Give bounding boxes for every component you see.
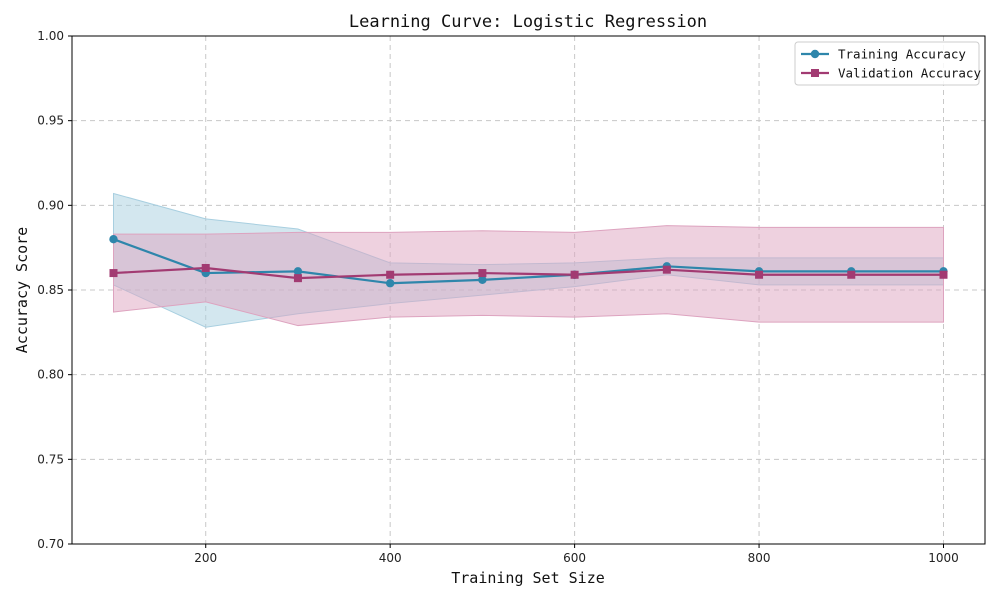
axis-ticks: 200 400 600 800 1000 0.70 0.75 0.80 0.85 0.90 0.95… (37, 29, 958, 565)
y-tick-label: 0.70 (37, 537, 64, 551)
validation-accuracy-line (113, 266, 944, 280)
x-tick-label: 200 (194, 551, 217, 565)
validation-accuracy-point (570, 270, 579, 279)
training-accuracy-point (385, 279, 395, 288)
validation-accuracy-point (939, 270, 948, 279)
x-tick-label: 600 (563, 551, 586, 565)
x-tick-label: 1000 (928, 551, 959, 565)
y-axis-label: Accuracy Score (13, 227, 31, 353)
validation-accuracy-legend-marker (811, 69, 819, 77)
validation-accuracy-point (755, 270, 764, 279)
validation-accuracy-point (478, 269, 487, 278)
validation-accuracy-point (386, 270, 395, 279)
y-tick-label: 0.85 (37, 283, 64, 297)
validation-accuracy-point (847, 270, 856, 279)
x-tick-label: 800 (748, 551, 771, 565)
y-tick-label: 0.90 (37, 198, 64, 212)
validation-accuracy-legend-label: Validation Accuracy (838, 66, 981, 81)
training-accuracy-point (478, 275, 487, 285)
y-tick-label: 0.80 (37, 368, 64, 382)
y-tick-label: 0.95 (37, 114, 64, 128)
series-markers (109, 235, 948, 288)
confidence-bands (113, 192, 944, 328)
training-accuracy-legend-label: Training Accuracy (838, 47, 966, 62)
validation-accuracy-point (293, 274, 302, 283)
x-tick-label: 400 (379, 551, 402, 565)
legend: Training Accuracy Validation Accuracy (794, 41, 981, 86)
series-lines (113, 238, 944, 285)
y-tick-label: 0.75 (37, 452, 64, 466)
validation-accuracy-point (201, 263, 210, 272)
validation-accuracy-band (113, 225, 944, 327)
legend-box (794, 41, 980, 86)
y-tick-label: 1.00 (37, 29, 64, 43)
validation-accuracy-point (662, 265, 671, 274)
x-axis-label: Training Set Size (451, 569, 605, 587)
training-accuracy-point (109, 235, 118, 244)
validation-accuracy-point (109, 269, 118, 278)
chart-title: Learning Curve: Logistic Regression (349, 12, 707, 32)
training-accuracy-legend-marker (810, 49, 820, 59)
training-accuracy-point (293, 267, 303, 276)
